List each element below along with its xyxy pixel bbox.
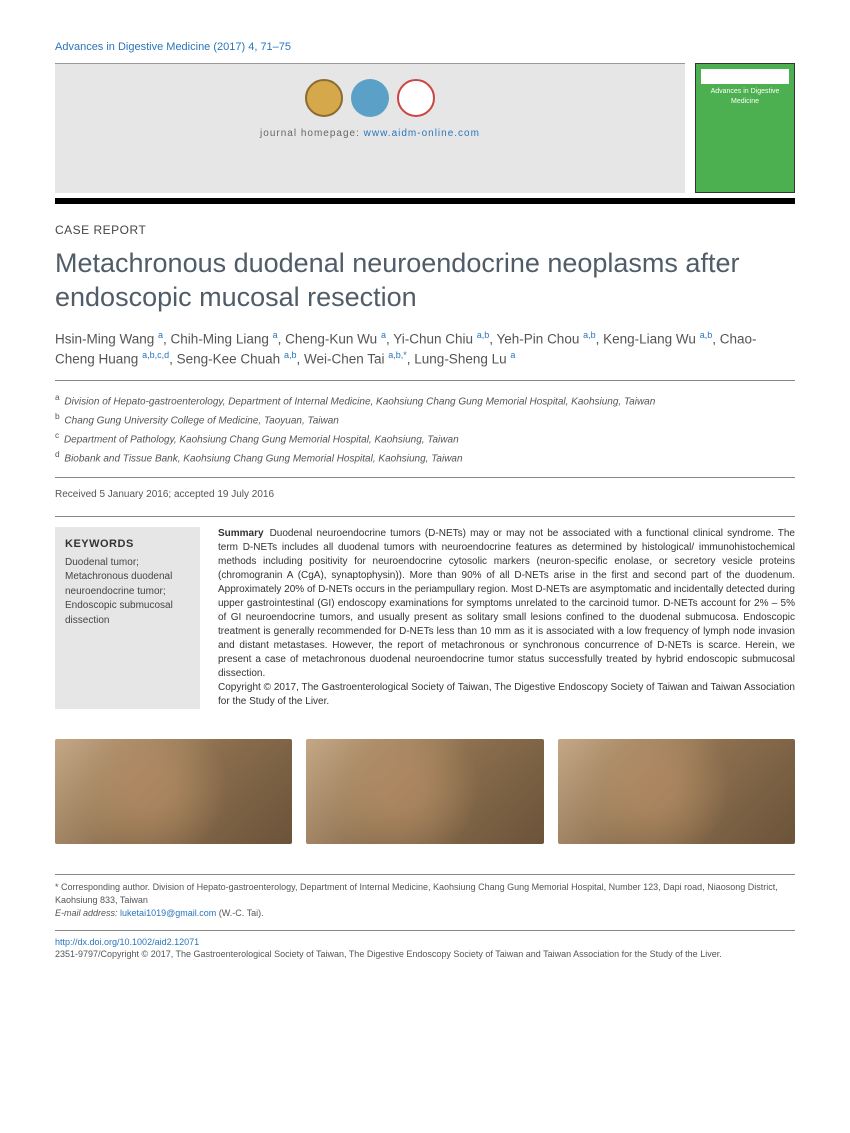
article-title: Metachronous duodenal neuroendocrine neo… <box>55 247 795 315</box>
abstract-row: KEYWORDS Duodenal tumor;Metachronous duo… <box>55 527 795 709</box>
summary-text: SummaryDuodenal neuroendocrine tumors (D… <box>218 527 795 709</box>
logo-2 <box>351 79 389 117</box>
keywords-box: KEYWORDS Duodenal tumor;Metachronous duo… <box>55 527 200 709</box>
page-footer: http://dx.doi.org/10.1002/aid2.12071 235… <box>55 930 795 961</box>
journal-banner: journal homepage: www.aidm-online.com <box>55 63 685 193</box>
article-type: CASE REPORT <box>55 222 795 239</box>
endoscopy-image-3 <box>558 739 795 844</box>
homepage-line: journal homepage: www.aidm-online.com <box>70 127 670 141</box>
homepage-link[interactable]: www.aidm-online.com <box>364 128 480 139</box>
endoscopy-image-1 <box>55 739 292 844</box>
summary-copyright: Copyright © 2017, The Gastroenterologica… <box>218 682 795 707</box>
logo-3 <box>397 79 435 117</box>
journal-citation: Advances in Digestive Medicine (2017) 4,… <box>55 40 795 55</box>
article-dates: Received 5 January 2016; accepted 19 Jul… <box>55 488 795 502</box>
keywords-heading: KEYWORDS <box>65 537 190 552</box>
divider-bar <box>55 198 795 204</box>
rule-2 <box>55 477 795 478</box>
rule-1 <box>55 380 795 381</box>
figure-row <box>55 739 795 844</box>
author-list: Hsin-Ming Wang a, Chih-Ming Liang a, Che… <box>55 329 795 371</box>
email-link[interactable]: luketai1019@gmail.com <box>120 908 216 918</box>
corresponding-footnote: * Corresponding author. Division of Hepa… <box>55 874 795 920</box>
header-banner-row: journal homepage: www.aidm-online.com Ad… <box>55 63 795 193</box>
journal-cover: Advances in Digestive Medicine <box>695 63 795 193</box>
endoscopy-image-2 <box>306 739 543 844</box>
logo-1 <box>305 79 343 117</box>
summary-label: Summary <box>218 528 264 539</box>
society-logos <box>70 79 670 117</box>
keywords-list: Duodenal tumor;Metachronous duodenal neu… <box>65 556 190 629</box>
summary-body: Duodenal neuroendocrine tumors (D-NETs) … <box>218 528 795 679</box>
doi-link[interactable]: http://dx.doi.org/10.1002/aid2.12071 <box>55 937 199 947</box>
rule-3 <box>55 516 795 517</box>
affiliations: a Division of Hepato-gastroenterology, D… <box>55 391 795 466</box>
